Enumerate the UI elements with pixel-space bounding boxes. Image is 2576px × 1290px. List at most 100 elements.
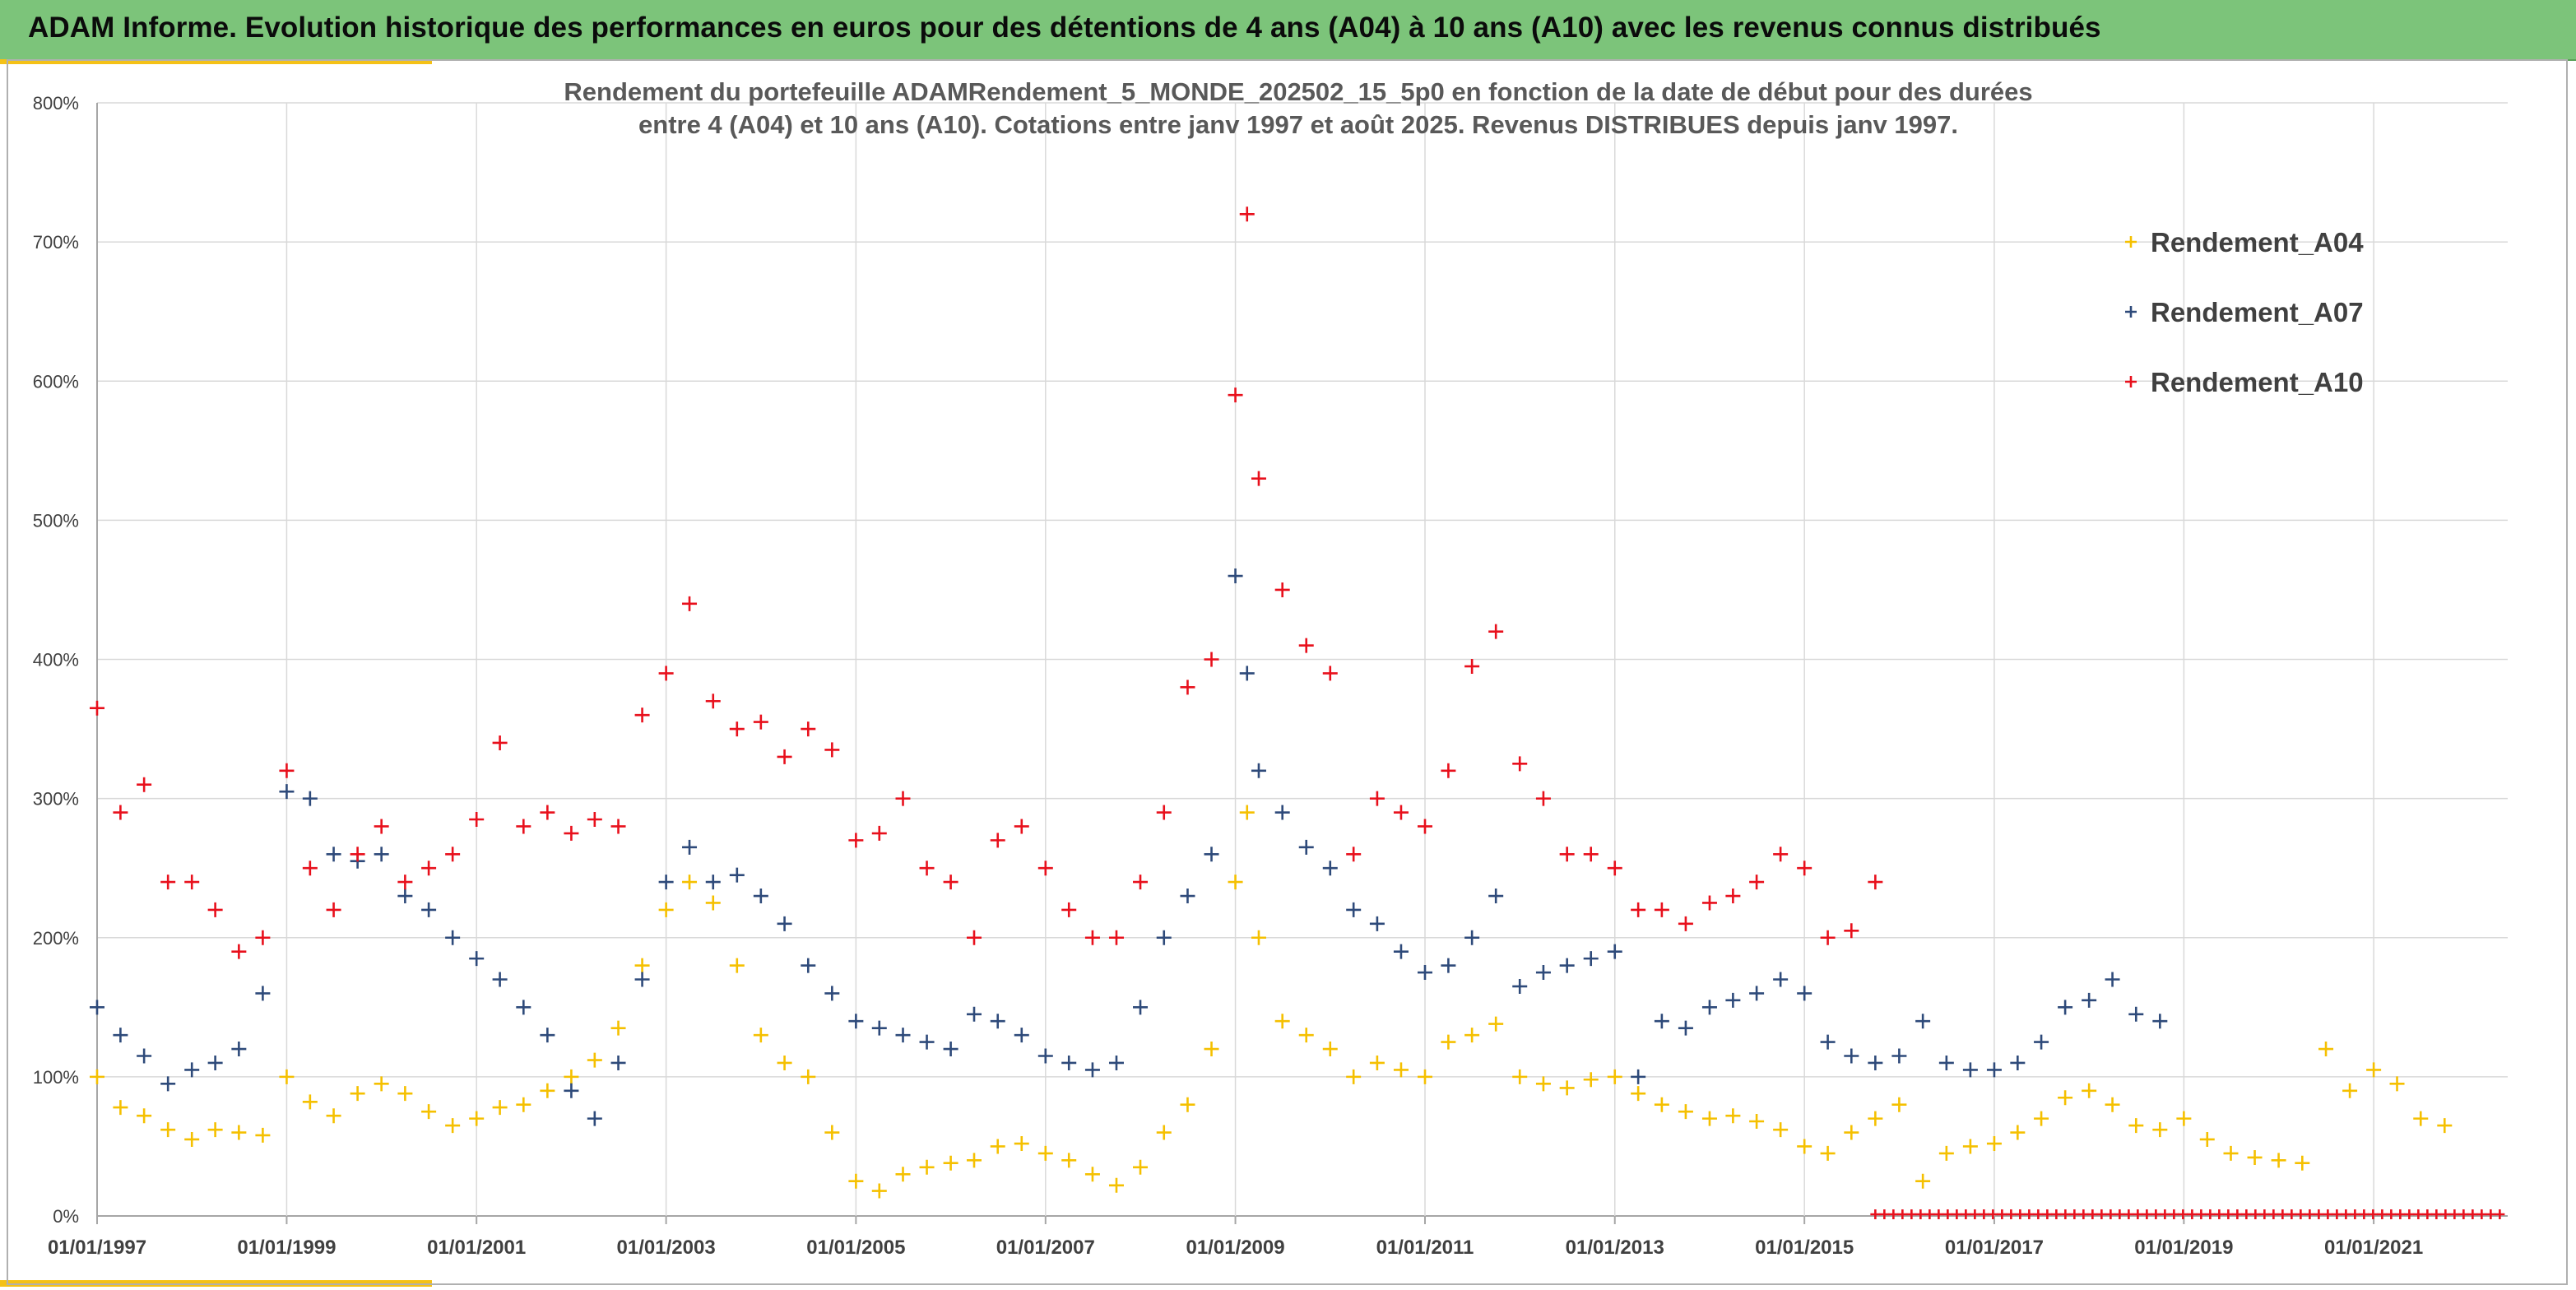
data-point — [90, 1069, 104, 1084]
data-point — [824, 742, 840, 758]
data-point — [1773, 847, 1789, 862]
data-point — [1298, 839, 1314, 855]
data-point — [753, 889, 768, 904]
data-point — [1298, 1028, 1314, 1043]
data-point — [160, 1122, 176, 1138]
data-point — [1369, 916, 1385, 931]
data-point — [1061, 1153, 1077, 1168]
data-point — [397, 1086, 413, 1102]
data-point — [1678, 1104, 1693, 1120]
data-point — [1631, 1086, 1646, 1102]
data-point — [1678, 916, 1693, 931]
data-point — [2241, 1209, 2252, 1219]
data-point — [2247, 1149, 2263, 1165]
data-point — [2295, 1209, 2306, 1219]
data-point — [1583, 1072, 1599, 1088]
data-point — [871, 825, 887, 841]
data-point — [2318, 1042, 2334, 1057]
data-point — [2151, 1209, 2161, 1219]
data-point — [1979, 1209, 1989, 1219]
data-point — [2105, 1209, 2116, 1219]
data-point — [2087, 1209, 2098, 1219]
data-point — [824, 986, 840, 1001]
data-point — [1108, 930, 1124, 945]
data-point — [587, 1052, 602, 1068]
data-point — [2205, 1209, 2216, 1219]
data-point — [137, 777, 152, 792]
axes: 0% 100% 200% 300% 400% 500% 600% 700% 800% 01/01/… — [33, 93, 2423, 1259]
data-point — [374, 847, 389, 862]
y-tick-label: 200% — [33, 928, 79, 949]
data-point — [255, 930, 271, 945]
data-point — [2142, 1209, 2152, 1219]
data-point — [967, 1006, 982, 1022]
data-point — [1156, 930, 1172, 945]
data-point — [302, 791, 318, 806]
data-point — [1393, 805, 1409, 820]
data-point — [2277, 1209, 2288, 1219]
data-point — [445, 1118, 461, 1134]
data-point — [2187, 1209, 2198, 1219]
data-point — [2359, 1209, 2369, 1219]
data-point — [2024, 1209, 2035, 1219]
y-tick-label: 700% — [33, 232, 79, 253]
data-point — [279, 763, 295, 778]
data-point — [1369, 791, 1385, 806]
data-point — [564, 1083, 579, 1098]
data-point — [1583, 847, 1599, 862]
data-point — [137, 1048, 152, 1064]
data-point — [1393, 944, 1409, 959]
data-point — [587, 1111, 602, 1126]
data-point — [753, 1028, 768, 1043]
data-point — [2096, 1209, 2107, 1219]
data-point — [2323, 1209, 2333, 1219]
data-point — [1701, 895, 1717, 911]
data-point — [516, 1097, 531, 1112]
data-point — [1891, 1048, 1907, 1064]
data-point — [1108, 1055, 1124, 1070]
series-Rendement_A10 — [90, 206, 2505, 1219]
series-Rendement_A07 — [90, 568, 2168, 1126]
data-point — [1942, 1209, 1953, 1219]
data-point — [1654, 1097, 1669, 1112]
data-point — [1997, 1209, 2007, 1219]
data-point — [231, 1125, 247, 1140]
data-point — [1204, 847, 1219, 862]
data-point — [895, 1028, 911, 1043]
data-point — [729, 722, 745, 737]
data-point — [682, 875, 698, 890]
y-tick-label: 100% — [33, 1067, 79, 1088]
x-tick-label: 01/01/2009 — [1186, 1237, 1284, 1259]
data-point — [516, 819, 531, 834]
data-point — [658, 666, 674, 681]
chart-frame — [7, 59, 2568, 1285]
legend-label: Rendement_A10 — [2151, 367, 2364, 397]
data-point — [2114, 1209, 2125, 1219]
data-point — [1654, 1014, 1669, 1029]
data-point — [587, 811, 602, 827]
data-point — [2223, 1209, 2234, 1219]
data-point — [492, 1100, 508, 1116]
data-point — [1228, 568, 1243, 584]
data-point — [777, 916, 792, 931]
data-point — [255, 986, 271, 1001]
data-point — [2271, 1153, 2286, 1168]
data-point — [2006, 1209, 2017, 1219]
data-point — [1631, 902, 1646, 917]
data-point — [2259, 1209, 2270, 1219]
y-tick-label: 800% — [33, 93, 79, 114]
data-point — [113, 1028, 128, 1043]
data-point — [729, 867, 745, 883]
data-point — [777, 1055, 792, 1070]
data-point — [2010, 1125, 2026, 1140]
data-point — [421, 902, 437, 917]
data-point — [1488, 889, 1504, 904]
data-point — [943, 875, 958, 890]
data-point — [1970, 1209, 1980, 1219]
data-point — [469, 811, 485, 827]
data-point — [2034, 1111, 2049, 1126]
data-point — [1879, 1209, 1890, 1219]
data-point — [2123, 1209, 2134, 1219]
data-point — [1986, 1136, 2002, 1152]
data-point — [2199, 1131, 2215, 1147]
